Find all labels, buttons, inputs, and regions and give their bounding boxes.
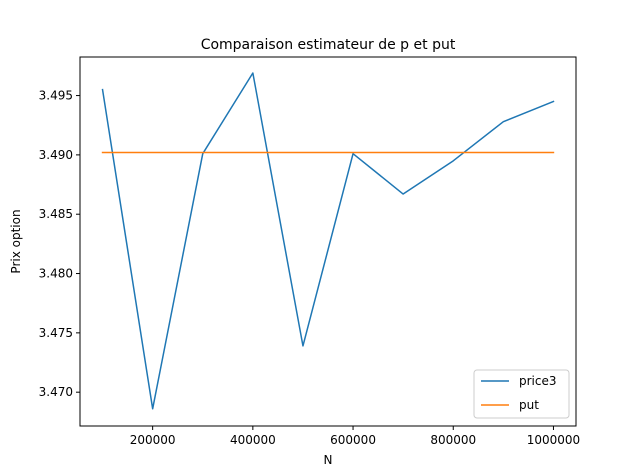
y-axis-ticks: 3.470 3.475 3.480 3.485 3.490 3.495 <box>39 89 80 399</box>
x-tick-label: 600000 <box>330 433 376 447</box>
x-tick-label: 200000 <box>130 433 176 447</box>
y-tick-label: 3.490 <box>39 148 73 162</box>
y-tick-label: 3.480 <box>39 267 73 281</box>
y-axis-label: Prix option <box>9 209 23 273</box>
plot-frame <box>79 56 577 427</box>
x-tick-label: 1000000 <box>527 433 580 447</box>
series-line-price3 <box>101 72 555 410</box>
x-axis-ticks: 200000 400000 600000 800000 1000000 <box>130 426 580 447</box>
x-tick-label: 400000 <box>230 433 276 447</box>
chart-title: Comparaison estimateur de p et put <box>201 37 456 53</box>
y-tick-label: 3.470 <box>39 385 73 399</box>
x-tick-label: 800000 <box>430 433 476 447</box>
y-tick-label: 3.485 <box>39 207 73 221</box>
x-axis-label: N <box>324 453 333 467</box>
y-tick-label: 3.495 <box>39 89 73 103</box>
y-tick-label: 3.475 <box>39 326 73 340</box>
legend-box <box>473 369 570 419</box>
legend-label-put: put <box>519 398 539 412</box>
legend: price3 put <box>473 369 570 419</box>
legend-label-price3: price3 <box>519 374 557 388</box>
series-layer <box>101 72 555 410</box>
